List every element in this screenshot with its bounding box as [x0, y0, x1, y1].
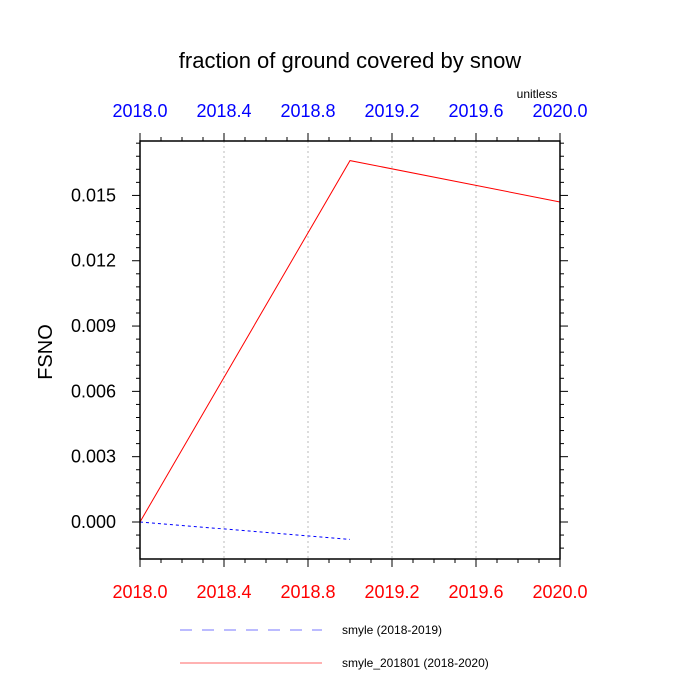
legend: smyle (2018-2019) smyle_201801 (2018-2020… [180, 623, 489, 670]
y-tick-label: 0.009 [71, 316, 116, 336]
y-tick-label: 0.000 [71, 512, 116, 532]
chart-title: fraction of ground covered by snow [179, 48, 522, 73]
x-tick-label-bottom: 2018.8 [280, 582, 335, 602]
series-lines [139, 160, 561, 540]
x-tick-label-top: 2018.8 [280, 101, 335, 121]
x-tick-label-top: 2018.4 [196, 101, 251, 121]
x-tick-label-bottom: 2018.4 [196, 582, 251, 602]
y-tick-label: 0.015 [71, 185, 116, 205]
plot-frame [139, 140, 561, 560]
tick-labels: 2018.0 2018.4 2018.8 2019.2 2019.6 2020.0 2018… [71, 101, 588, 602]
series-line-1 [139, 521, 351, 540]
series-line-2 [139, 160, 561, 523]
x-tick-label-bottom: 2019.2 [364, 582, 419, 602]
x-tick-label-top: 2018.0 [112, 101, 167, 121]
y-tick-label: 0.012 [71, 251, 116, 271]
grid-lines [223, 141, 477, 559]
units-label: unitless [517, 87, 558, 101]
y-tick-label: 0.006 [71, 381, 116, 401]
axes [132, 133, 568, 567]
x-tick-label-bottom: 2018.0 [112, 582, 167, 602]
x-tick-label-bottom: 2020.0 [532, 582, 587, 602]
x-tick-label-top: 2019.6 [448, 101, 503, 121]
x-tick-label-top: 2020.0 [532, 101, 587, 121]
x-tick-label-bottom: 2019.6 [448, 582, 503, 602]
y-axis-title: FSNO [35, 324, 57, 380]
legend-label-1: smyle (2018-2019) [342, 623, 442, 637]
y-tick-label: 0.003 [71, 447, 116, 467]
x-tick-label-top: 2019.2 [364, 101, 419, 121]
legend-label-2: smyle_201801 (2018-2020) [342, 656, 489, 670]
